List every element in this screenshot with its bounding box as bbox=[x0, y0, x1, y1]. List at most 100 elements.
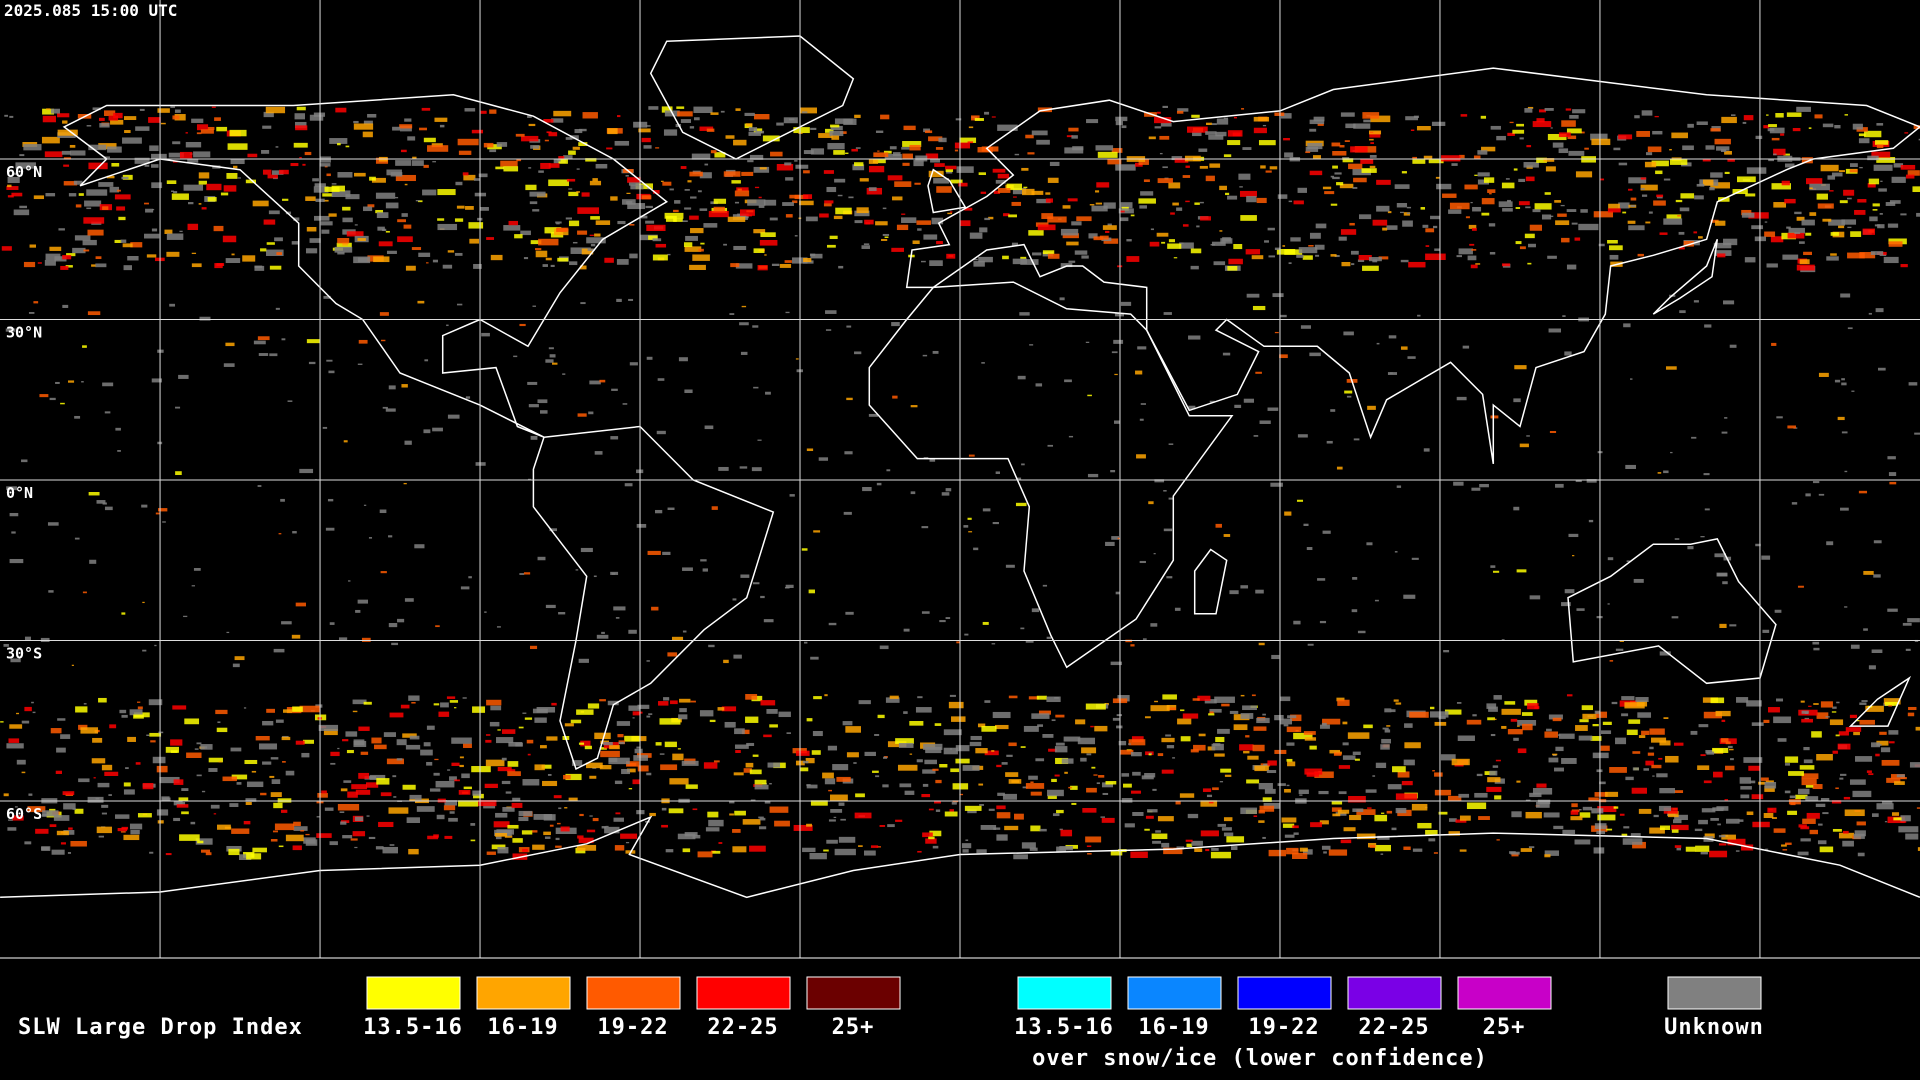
cloud-pixel bbox=[1804, 712, 1809, 714]
cloud-pixel bbox=[10, 658, 21, 663]
cloud-pixel bbox=[1400, 259, 1409, 263]
cloud-pixel bbox=[1878, 188, 1887, 192]
cloud-pixel bbox=[123, 782, 131, 787]
cloud-pixel bbox=[1152, 788, 1157, 791]
cloud-pixel bbox=[164, 229, 173, 234]
cloud-pixel bbox=[1352, 187, 1358, 189]
cloud-pixel bbox=[458, 150, 472, 155]
cloud-pixel bbox=[713, 206, 725, 212]
cloud-pixel bbox=[1085, 703, 1106, 710]
cloud-pixel bbox=[329, 622, 335, 625]
cloud-pixel bbox=[1208, 713, 1215, 716]
cloud-pixel bbox=[125, 767, 129, 770]
cloud-pixel bbox=[1841, 431, 1848, 434]
cloud-pixel bbox=[197, 840, 204, 844]
cloud-pixel bbox=[1322, 186, 1332, 190]
cloud-pixel bbox=[1387, 211, 1392, 214]
cloud-pixel bbox=[1157, 753, 1164, 757]
cloud-pixel bbox=[1582, 806, 1593, 811]
cloud-pixel bbox=[754, 779, 767, 785]
cloud-pixel bbox=[1298, 789, 1309, 794]
cloud-pixel bbox=[795, 750, 810, 756]
cloud-pixel bbox=[56, 747, 66, 753]
cloud-pixel bbox=[692, 254, 710, 261]
cloud-pixel bbox=[115, 814, 130, 819]
cloud-pixel bbox=[757, 265, 768, 271]
cloud-pixel bbox=[1912, 186, 1920, 193]
cloud-pixel bbox=[508, 220, 519, 226]
cloud-pixel bbox=[142, 601, 145, 604]
cloud-pixel bbox=[1428, 158, 1444, 164]
cloud-pixel bbox=[1891, 176, 1906, 183]
cloud-pixel bbox=[1900, 164, 1916, 170]
cloud-pixel bbox=[214, 117, 221, 121]
cloud-pixel bbox=[1746, 811, 1754, 816]
cloud-pixel bbox=[519, 323, 526, 327]
cloud-pixel bbox=[528, 123, 536, 127]
cloud-pixel bbox=[1799, 259, 1810, 265]
cloud-pixel bbox=[564, 723, 574, 727]
cloud-pixel bbox=[657, 378, 665, 381]
cloud-pixel bbox=[925, 153, 939, 159]
cloud-pixel bbox=[1636, 130, 1651, 137]
cloud-pixel bbox=[503, 830, 511, 835]
cloud-pixel bbox=[909, 144, 921, 151]
cloud-pixel bbox=[33, 195, 45, 200]
cloud-pixel bbox=[1317, 123, 1324, 126]
cloud-pixel bbox=[512, 797, 521, 802]
cloud-pixel bbox=[355, 609, 361, 613]
cloud-pixel bbox=[1871, 151, 1891, 158]
cloud-pixel bbox=[1191, 840, 1203, 846]
cloud-pixel bbox=[1698, 236, 1703, 239]
cloud-pixel bbox=[1159, 135, 1170, 140]
cloud-pixel bbox=[1006, 754, 1013, 757]
cloud-pixel bbox=[306, 226, 317, 232]
cloud-pixel bbox=[1214, 753, 1225, 757]
cloud-pixel bbox=[463, 786, 472, 790]
cloud-pixel bbox=[1888, 730, 1899, 735]
cloud-pixel bbox=[1416, 126, 1431, 131]
cloud-pixel bbox=[171, 193, 189, 200]
cloud-pixel bbox=[1588, 519, 1594, 523]
cloud-pixel bbox=[616, 298, 622, 302]
cloud-pixel bbox=[469, 238, 480, 244]
cloud-pixel bbox=[462, 172, 469, 176]
cloud-pixel bbox=[1192, 130, 1202, 137]
cloud-pixel bbox=[282, 709, 293, 713]
cloud-pixel bbox=[587, 703, 600, 709]
cloud-pixel bbox=[1176, 110, 1184, 114]
cloud-pixel bbox=[909, 720, 924, 726]
cloud-pixel bbox=[1227, 130, 1243, 137]
cloud-pixel bbox=[1240, 713, 1254, 719]
cloud-pixel bbox=[745, 694, 758, 700]
cloud-pixel bbox=[1752, 821, 1770, 828]
cloud-pixel bbox=[810, 253, 823, 259]
cloud-pixel bbox=[39, 394, 49, 398]
cloud-pixel bbox=[392, 126, 401, 131]
cloud-pixel bbox=[1168, 497, 1174, 500]
coastline bbox=[905, 67, 1920, 465]
cloud-pixel bbox=[1575, 171, 1593, 178]
cloud-pixel bbox=[924, 130, 933, 134]
cloud-pixel bbox=[1628, 188, 1633, 191]
cloud-pixel bbox=[830, 124, 840, 128]
cloud-pixel bbox=[1003, 213, 1010, 217]
cloud-pixel bbox=[689, 264, 706, 271]
cloud-pixel bbox=[178, 797, 189, 802]
cloud-pixel bbox=[544, 227, 562, 234]
cloud-pixel bbox=[1671, 132, 1688, 139]
cloud-pixel bbox=[11, 531, 16, 534]
cloud-pixel bbox=[1797, 851, 1809, 856]
cloud-pixel bbox=[1494, 795, 1502, 800]
cloud-pixel bbox=[3, 643, 9, 647]
cloud-pixel bbox=[1509, 121, 1514, 124]
cloud-pixel bbox=[305, 196, 316, 201]
cloud-pixel bbox=[921, 611, 930, 614]
cloud-pixel bbox=[1055, 714, 1065, 718]
cloud-pixel bbox=[1115, 121, 1123, 126]
cloud-pixel bbox=[684, 246, 702, 252]
cloud-pixel bbox=[383, 732, 396, 737]
cloud-pixel bbox=[757, 439, 762, 441]
cloud-pixel bbox=[1303, 523, 1309, 527]
cloud-pixel bbox=[411, 160, 424, 166]
